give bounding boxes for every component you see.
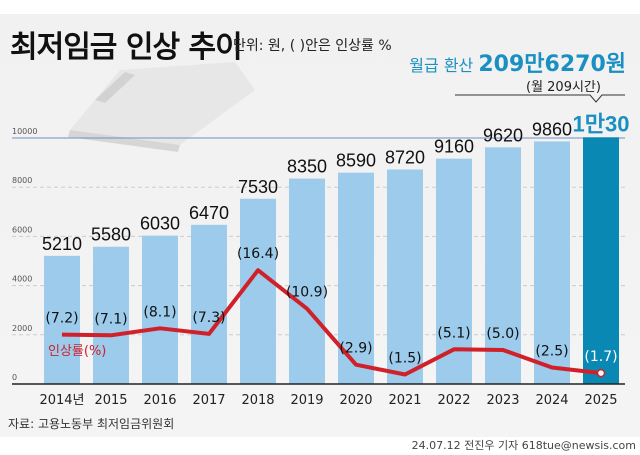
rate-line bbox=[61, 268, 602, 377]
y-tick-label: 10000 bbox=[12, 127, 37, 136]
y-tick-label: 2000 bbox=[12, 324, 32, 333]
bar bbox=[436, 158, 472, 384]
monthly-label: 월급 환산 bbox=[409, 56, 474, 75]
x-tick-label: 2020 bbox=[339, 393, 372, 408]
bar-value-label: 9860 bbox=[532, 119, 572, 139]
bar-value-label: 1만30 bbox=[573, 111, 630, 136]
source: 자료: 고용노동부 최저임금위원회 bbox=[8, 417, 175, 431]
rate-legend: 인상률(%) bbox=[48, 344, 106, 359]
x-tick-label: 2014년 bbox=[39, 393, 84, 408]
paper-stack-illustration bbox=[68, 62, 255, 152]
x-tick-label: 2022 bbox=[437, 393, 470, 408]
rate-label: (1.7) bbox=[584, 349, 617, 365]
bar bbox=[191, 224, 227, 384]
bar bbox=[289, 178, 325, 384]
bar-value-label: 9620 bbox=[483, 125, 523, 145]
rate-label: (1.5) bbox=[388, 351, 421, 367]
bar bbox=[485, 147, 521, 384]
bar-value-label: 5580 bbox=[91, 225, 131, 245]
x-tick-label: 2025 bbox=[584, 393, 617, 408]
monthly-value: 209만6270원 bbox=[478, 52, 626, 77]
bar bbox=[583, 137, 619, 384]
rate-point bbox=[596, 368, 606, 378]
x-tick-label: 2015 bbox=[94, 393, 127, 408]
bar bbox=[142, 235, 178, 384]
credit: 24.07.12 전진우 기자 618tue@newsis.com bbox=[411, 439, 636, 452]
bar bbox=[44, 255, 80, 384]
rate-label: (7.3) bbox=[192, 310, 225, 326]
bar-value-label: 9160 bbox=[434, 137, 474, 157]
x-tick-label: 2023 bbox=[486, 393, 519, 408]
bar-value-label: 8350 bbox=[287, 157, 327, 177]
rate-label: (7.1) bbox=[94, 311, 127, 327]
bar-value-label: 5210 bbox=[42, 234, 82, 254]
y-tick-label: 4000 bbox=[12, 275, 32, 284]
bar bbox=[93, 246, 129, 384]
rate-label: (16.4) bbox=[237, 246, 279, 262]
monthly-wage: 월급 환산 209만6270원 bbox=[409, 46, 626, 78]
bar-value-label: 7530 bbox=[238, 177, 278, 197]
bar-value-label: 8720 bbox=[385, 147, 425, 167]
bar bbox=[387, 169, 423, 384]
x-tick-label: 2019 bbox=[290, 393, 323, 408]
x-tick-label: 2024 bbox=[535, 393, 568, 408]
bar bbox=[240, 198, 276, 384]
unit-note: 단위: 원, ( )안은 인상률 % bbox=[233, 38, 392, 54]
bar-value-label: 6470 bbox=[189, 203, 229, 223]
bar-value-label: 6030 bbox=[140, 214, 180, 234]
y-tick-label: 8000 bbox=[12, 176, 32, 185]
rate-label: (5.1) bbox=[437, 325, 470, 341]
bar-value-label: 8590 bbox=[336, 151, 376, 171]
x-tick-label: 2021 bbox=[388, 393, 421, 408]
rate-label: (2.5) bbox=[535, 344, 568, 360]
rate-label: (8.1) bbox=[143, 304, 176, 320]
rate-label: (10.9) bbox=[286, 285, 328, 301]
chart-title: 최저임금 인상 추이 bbox=[10, 30, 243, 65]
monthly-hours: (월 209시간) bbox=[526, 80, 601, 95]
rate-label: (5.0) bbox=[486, 326, 519, 342]
x-tick-label: 2017 bbox=[192, 393, 225, 408]
y-tick-label: 0 bbox=[12, 373, 17, 382]
callout-bracket bbox=[455, 94, 625, 103]
y-tick-label: 6000 bbox=[12, 225, 32, 234]
rate-label: (7.2) bbox=[45, 311, 78, 327]
bar bbox=[534, 141, 570, 384]
x-tick-label: 2018 bbox=[241, 393, 274, 408]
x-tick-label: 2016 bbox=[143, 393, 176, 408]
rate-label: (2.9) bbox=[339, 341, 372, 357]
